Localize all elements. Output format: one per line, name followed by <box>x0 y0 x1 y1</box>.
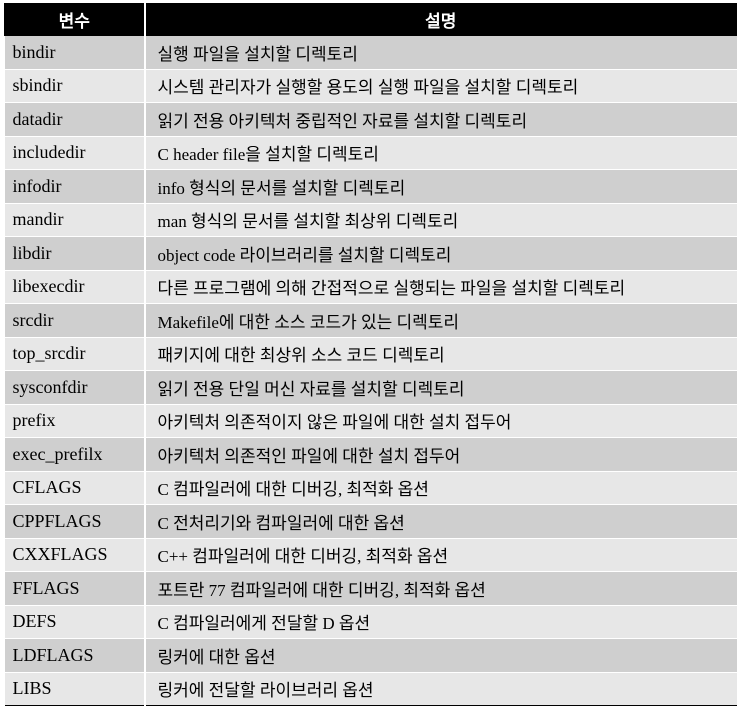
variable-cell: exec_prefilx <box>4 437 146 472</box>
variable-cell: includedir <box>4 135 146 170</box>
variable-cell: datadir <box>4 102 146 137</box>
table-row: LIBS 링커에 전달할 라이브러리 옵션 <box>4 671 737 706</box>
header-variable: 변수 <box>4 3 146 36</box>
header-description: 설명 <box>144 3 737 36</box>
variable-cell: infodir <box>4 169 146 204</box>
variable-cell: CPPFLAGS <box>4 504 146 539</box>
variables-table-container: 변수 설명 bindir 실행 파일을 설치할 디렉토리 sbindir 시스템 관리… <box>4 3 737 706</box>
header-row: 변수 설명 <box>4 3 737 36</box>
table-row: exec_prefilx 아키텍처 의존적인 파일에 대한 설치 접두어 <box>4 437 737 472</box>
variable-cell: sysconfdir <box>4 370 146 405</box>
table-row: FFLAGS 포트란 77 컴파일러에 대한 디버깅, 최적화 옵션 <box>4 571 737 606</box>
variable-cell: prefix <box>4 403 146 438</box>
table-row: prefix 아키텍처 의존적이지 않은 파일에 대한 설치 접두어 <box>4 403 737 438</box>
variable-cell: FFLAGS <box>4 571 146 606</box>
variables-table: 변수 설명 bindir 실행 파일을 설치할 디렉토리 sbindir 시스템 관리… <box>4 3 737 706</box>
description-cell: C 컴파일러에게 전달할 D 옵션 <box>144 604 737 639</box>
table-row: bindir 실행 파일을 설치할 디렉토리 <box>4 35 737 70</box>
description-cell: 읽기 전용 아키텍처 중립적인 자료를 설치할 디렉토리 <box>144 102 737 137</box>
description-cell: 포트란 77 컴파일러에 대한 디버깅, 최적화 옵션 <box>144 571 737 606</box>
description-cell: 링커에 대한 옵션 <box>144 638 737 673</box>
table-row: includedir C header file을 설치할 디렉토리 <box>4 135 737 170</box>
table-row: datadir 읽기 전용 아키텍처 중립적인 자료를 설치할 디렉토리 <box>4 102 737 137</box>
description-cell: C 전처리기와 컴파일러에 대한 옵션 <box>144 504 737 539</box>
description-cell: info 형식의 문서를 설치할 디렉토리 <box>144 169 737 204</box>
description-cell: man 형식의 문서를 설치할 최상위 디렉토리 <box>144 202 737 237</box>
table-row: CPPFLAGS C 전처리기와 컴파일러에 대한 옵션 <box>4 504 737 539</box>
table-row: libdir object code 라이브러리를 설치할 디렉토리 <box>4 236 737 271</box>
table-row: mandir man 형식의 문서를 설치할 최상위 디렉토리 <box>4 202 737 237</box>
table-row: libexecdir 다른 프로그램에 의해 간접적으로 실행되는 파일을 설치할… <box>4 269 737 304</box>
description-cell: C 컴파일러에 대한 디버깅, 최적화 옵션 <box>144 470 737 505</box>
description-cell: 시스템 관리자가 실행할 용도의 실행 파일을 설치할 디렉토리 <box>144 68 737 103</box>
description-cell: 아키텍처 의존적이지 않은 파일에 대한 설치 접두어 <box>144 403 737 438</box>
table-row: infodir info 형식의 문서를 설치할 디렉토리 <box>4 169 737 204</box>
description-cell: C header file을 설치할 디렉토리 <box>144 135 737 170</box>
description-cell: 아키텍처 의존적인 파일에 대한 설치 접두어 <box>144 437 737 472</box>
variable-cell: DEFS <box>4 604 146 639</box>
variable-cell: libexecdir <box>4 269 146 304</box>
variable-cell: LIBS <box>4 671 146 706</box>
description-cell: 실행 파일을 설치할 디렉토리 <box>144 35 737 70</box>
variable-cell: bindir <box>4 35 146 70</box>
table-row: LDFLAGS 링커에 대한 옵션 <box>4 638 737 673</box>
variable-cell: CXXFLAGS <box>4 537 146 572</box>
table-row: sysconfdir 읽기 전용 단일 머신 자료를 설치할 디렉토리 <box>4 370 737 405</box>
variable-cell: LDFLAGS <box>4 638 146 673</box>
variable-cell: sbindir <box>4 68 146 103</box>
table-row: CFLAGS C 컴파일러에 대한 디버깅, 최적화 옵션 <box>4 470 737 505</box>
description-cell: Makefile에 대한 소스 코드가 있는 디렉토리 <box>144 303 737 338</box>
description-cell: 링커에 전달할 라이브러리 옵션 <box>144 671 737 706</box>
table-body: bindir 실행 파일을 설치할 디렉토리 sbindir 시스템 관리자가 실행할… <box>4 35 737 706</box>
variable-cell: libdir <box>4 236 146 271</box>
description-cell: object code 라이브러리를 설치할 디렉토리 <box>144 236 737 271</box>
description-cell: 읽기 전용 단일 머신 자료를 설치할 디렉토리 <box>144 370 737 405</box>
table-header: 변수 설명 <box>4 3 737 36</box>
table-row: CXXFLAGS C++ 컴파일러에 대한 디버깅, 최적화 옵션 <box>4 537 737 572</box>
description-cell: 패키지에 대한 최상위 소스 코드 디렉토리 <box>144 336 737 371</box>
table-row: srcdir Makefile에 대한 소스 코드가 있는 디렉토리 <box>4 303 737 338</box>
description-cell: 다른 프로그램에 의해 간접적으로 실행되는 파일을 설치할 디렉토리 <box>144 269 737 304</box>
variable-cell: CFLAGS <box>4 470 146 505</box>
variable-cell: mandir <box>4 202 146 237</box>
table-row: DEFS C 컴파일러에게 전달할 D 옵션 <box>4 604 737 639</box>
description-cell: C++ 컴파일러에 대한 디버깅, 최적화 옵션 <box>144 537 737 572</box>
variable-cell: top_srcdir <box>4 336 146 371</box>
table-row: sbindir 시스템 관리자가 실행할 용도의 실행 파일을 설치할 디렉토리 <box>4 68 737 103</box>
variable-cell: srcdir <box>4 303 146 338</box>
table-row: top_srcdir 패키지에 대한 최상위 소스 코드 디렉토리 <box>4 336 737 371</box>
